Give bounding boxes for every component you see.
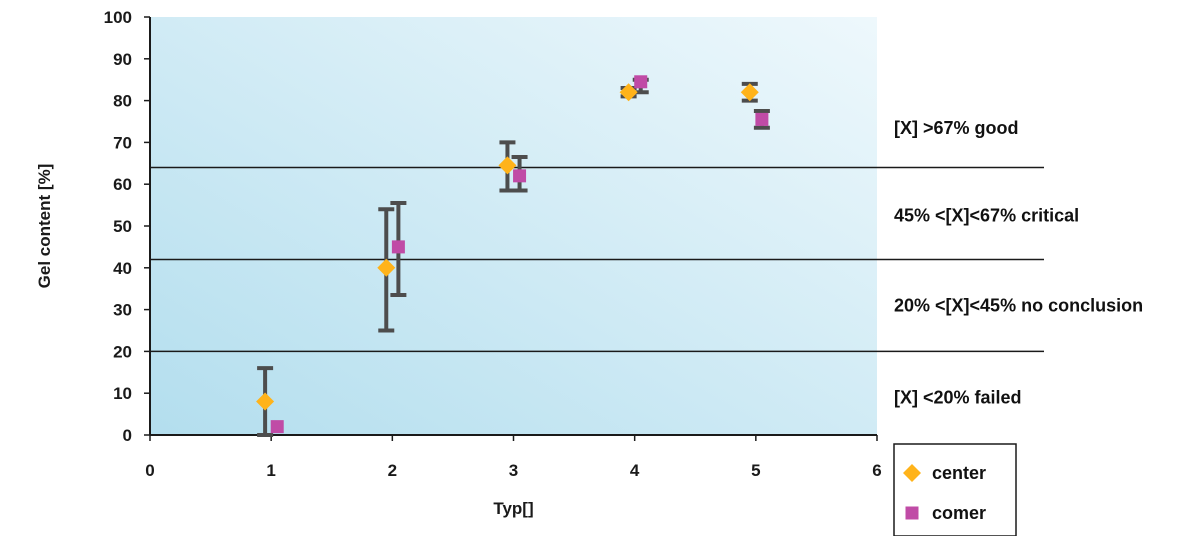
legend: center comer: [893, 443, 1017, 536]
y-tick-label: 0: [123, 426, 132, 445]
x-tick-label: 6: [872, 461, 881, 480]
comer-marker: [270, 420, 284, 434]
x-tick-label: 2: [388, 461, 397, 480]
y-tick-label: 70: [113, 133, 132, 152]
center-marker: [619, 83, 638, 102]
y-tick-label: 20: [113, 342, 132, 361]
y-tick-label: 100: [104, 8, 132, 27]
x-tick-label: 1: [266, 461, 275, 480]
comer-marker: [634, 75, 648, 89]
x-tick-label: 5: [751, 461, 760, 480]
y-tick-label: 30: [113, 301, 132, 320]
comer-marker: [755, 112, 769, 126]
y-tick-label: 60: [113, 175, 132, 194]
band-annotation: 45% <[X]<67% critical: [894, 206, 1079, 226]
band-annotation: [X] <20% failed: [894, 387, 1022, 407]
x-tick-label: 0: [145, 461, 154, 480]
plot-area: [150, 17, 877, 435]
y-tick-label: 80: [113, 92, 132, 111]
y-tick-label: 90: [113, 50, 132, 69]
band-annotations: [X] >67% good 45% <[X]<67% critical 20% <[…: [894, 118, 1143, 408]
legend-center-swatch: [903, 464, 921, 482]
y-tick-label: 40: [113, 259, 132, 278]
legend-box: [893, 443, 1017, 536]
y-axis-title: Gel content [%]: [35, 164, 54, 289]
legend-comer-swatch: [905, 506, 919, 520]
center-marker: [377, 258, 396, 277]
threshold-lines: [150, 166, 1044, 353]
comer-marker: [391, 240, 405, 254]
x-axis-title: Typ[]: [493, 499, 533, 518]
y-tick-label: 50: [113, 217, 132, 236]
axes: 0 10 20 30 40 50 60 70 80 90 100 0 1 2 3 4 5 6: [104, 8, 882, 480]
legend-center-label: center: [932, 463, 986, 483]
band-annotation: [X] >67% good: [894, 118, 1019, 138]
legend-comer-label: comer: [932, 503, 986, 523]
data-markers: [256, 75, 769, 434]
center-marker: [256, 392, 275, 411]
center-marker: [740, 83, 759, 102]
band-annotation: 20% <[X]<45% no conclusion: [894, 295, 1143, 315]
x-tick-label: 3: [509, 461, 518, 480]
center-marker: [498, 156, 517, 175]
y-tick-label: 10: [113, 384, 132, 403]
x-tick-label: 4: [630, 461, 640, 480]
comer-marker: [513, 169, 527, 183]
